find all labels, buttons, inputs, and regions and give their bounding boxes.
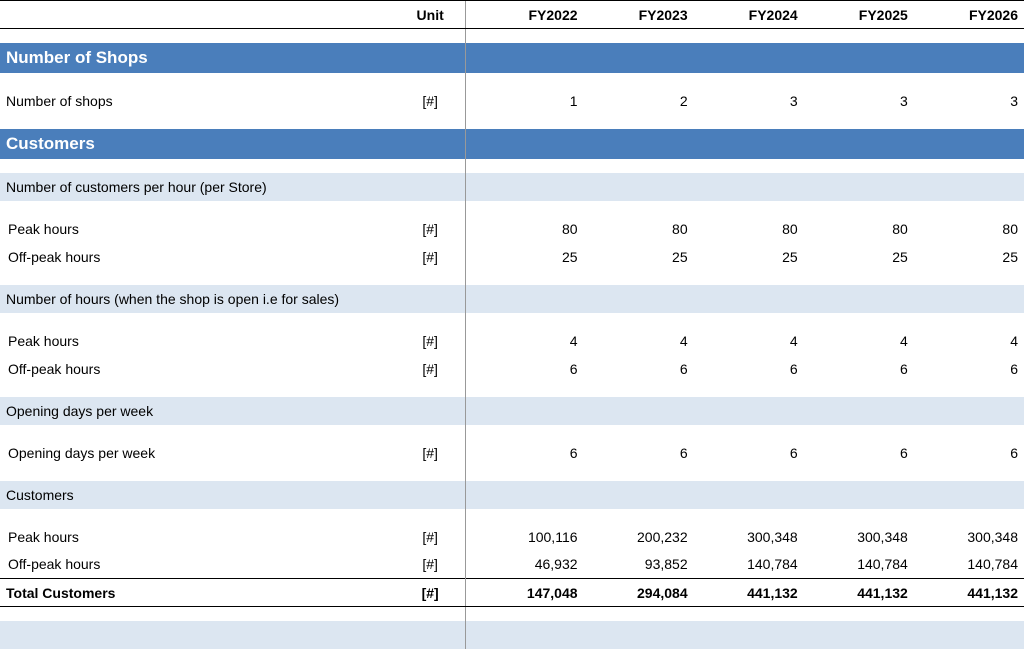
cell: 140,784 <box>694 551 804 579</box>
cell: 6 <box>804 439 914 467</box>
cell: 6 <box>473 355 583 383</box>
row-unit: [#] <box>395 87 465 115</box>
row-label: Total Customers <box>0 579 395 607</box>
cell: 46,932 <box>473 551 583 579</box>
subheader-title: Number of hours (when the shop is open i… <box>0 285 465 313</box>
cell: 3 <box>804 87 914 115</box>
cell: 441,132 <box>694 579 804 607</box>
row-unit: [#] <box>395 215 465 243</box>
cell: 200,232 <box>584 523 694 551</box>
cell: 6 <box>694 355 804 383</box>
trailing-subheader <box>0 621 1024 649</box>
cell: 140,784 <box>804 551 914 579</box>
row-label: Off-peak hours <box>0 355 395 383</box>
row-label: Opening days per week <box>0 439 395 467</box>
cell: 25 <box>694 243 804 271</box>
cell: 80 <box>804 215 914 243</box>
row-unit: [#] <box>395 579 465 607</box>
subheader-title: Opening days per week <box>0 397 465 425</box>
cell: 93,852 <box>584 551 694 579</box>
row-offpeak-per-hour: Off-peak hours [#] 25 25 25 25 25 <box>0 243 1024 271</box>
row-label: Off-peak hours <box>0 243 395 271</box>
subheader-customers-per-hour: Number of customers per hour (per Store) <box>0 173 1024 201</box>
cell: 25 <box>914 243 1024 271</box>
cell: 80 <box>473 215 583 243</box>
cell: 300,348 <box>914 523 1024 551</box>
cell: 4 <box>804 327 914 355</box>
year-header: FY2023 <box>584 1 694 29</box>
financial-table: Unit FY2022 FY2023 FY2024 FY2025 FY2026 … <box>0 0 1024 649</box>
section-customers: Customers <box>0 129 1024 159</box>
cell: 80 <box>914 215 1024 243</box>
row-label: Number of shops <box>0 87 395 115</box>
row-unit: [#] <box>395 327 465 355</box>
cell: 25 <box>804 243 914 271</box>
year-header: FY2025 <box>804 1 914 29</box>
row-total-customers: Total Customers [#] 147,048 294,084 441,… <box>0 579 1024 607</box>
cell: 4 <box>473 327 583 355</box>
cell: 1 <box>473 87 583 115</box>
cell: 3 <box>694 87 804 115</box>
row-label: Peak hours <box>0 523 395 551</box>
section-title: Number of Shops <box>0 43 465 73</box>
row-unit: [#] <box>395 551 465 579</box>
cell: 3 <box>914 87 1024 115</box>
row-customers-offpeak: Off-peak hours [#] 46,932 93,852 140,784… <box>0 551 1024 579</box>
cell: 147,048 <box>473 579 583 607</box>
cell: 6 <box>804 355 914 383</box>
row-peak-per-hour: Peak hours [#] 80 80 80 80 80 <box>0 215 1024 243</box>
row-label: Off-peak hours <box>0 551 395 579</box>
row-number-of-shops: Number of shops [#] 1 2 3 3 3 <box>0 87 1024 115</box>
row-offpeak-hours: Off-peak hours [#] 6 6 6 6 6 <box>0 355 1024 383</box>
row-label: Peak hours <box>0 327 395 355</box>
cell: 140,784 <box>914 551 1024 579</box>
cell: 80 <box>584 215 694 243</box>
cell: 25 <box>584 243 694 271</box>
year-header: FY2022 <box>473 1 583 29</box>
cell: 2 <box>584 87 694 115</box>
section-shops: Number of Shops <box>0 43 1024 73</box>
subheader-number-of-hours: Number of hours (when the shop is open i… <box>0 285 1024 313</box>
row-unit: [#] <box>395 243 465 271</box>
cell: 6 <box>914 439 1024 467</box>
row-label: Peak hours <box>0 215 395 243</box>
cell: 300,348 <box>694 523 804 551</box>
row-unit: [#] <box>395 523 465 551</box>
row-unit: [#] <box>395 355 465 383</box>
subheader-opening-days: Opening days per week <box>0 397 1024 425</box>
cell: 6 <box>473 439 583 467</box>
cell: 4 <box>914 327 1024 355</box>
table-header: Unit FY2022 FY2023 FY2024 FY2025 FY2026 <box>0 1 1024 29</box>
cell: 6 <box>584 355 694 383</box>
cell: 6 <box>694 439 804 467</box>
cell: 25 <box>473 243 583 271</box>
cell: 441,132 <box>914 579 1024 607</box>
row-opening-days: Opening days per week [#] 6 6 6 6 6 <box>0 439 1024 467</box>
cell: 4 <box>694 327 804 355</box>
cell: 80 <box>694 215 804 243</box>
row-peak-hours: Peak hours [#] 4 4 4 4 4 <box>0 327 1024 355</box>
subheader-title: Customers <box>0 481 465 509</box>
row-customers-peak: Peak hours [#] 100,116 200,232 300,348 3… <box>0 523 1024 551</box>
cell: 300,348 <box>804 523 914 551</box>
year-header: FY2024 <box>694 1 804 29</box>
subheader-customers-totals: Customers <box>0 481 1024 509</box>
section-title: Customers <box>0 129 465 159</box>
cell: 6 <box>914 355 1024 383</box>
year-header: FY2026 <box>914 1 1024 29</box>
row-unit: [#] <box>395 439 465 467</box>
cell: 441,132 <box>804 579 914 607</box>
subheader-title: Number of customers per hour (per Store) <box>0 173 465 201</box>
cell: 4 <box>584 327 694 355</box>
cell: 294,084 <box>584 579 694 607</box>
cell: 100,116 <box>473 523 583 551</box>
cell: 6 <box>584 439 694 467</box>
unit-header: Unit <box>395 1 465 29</box>
